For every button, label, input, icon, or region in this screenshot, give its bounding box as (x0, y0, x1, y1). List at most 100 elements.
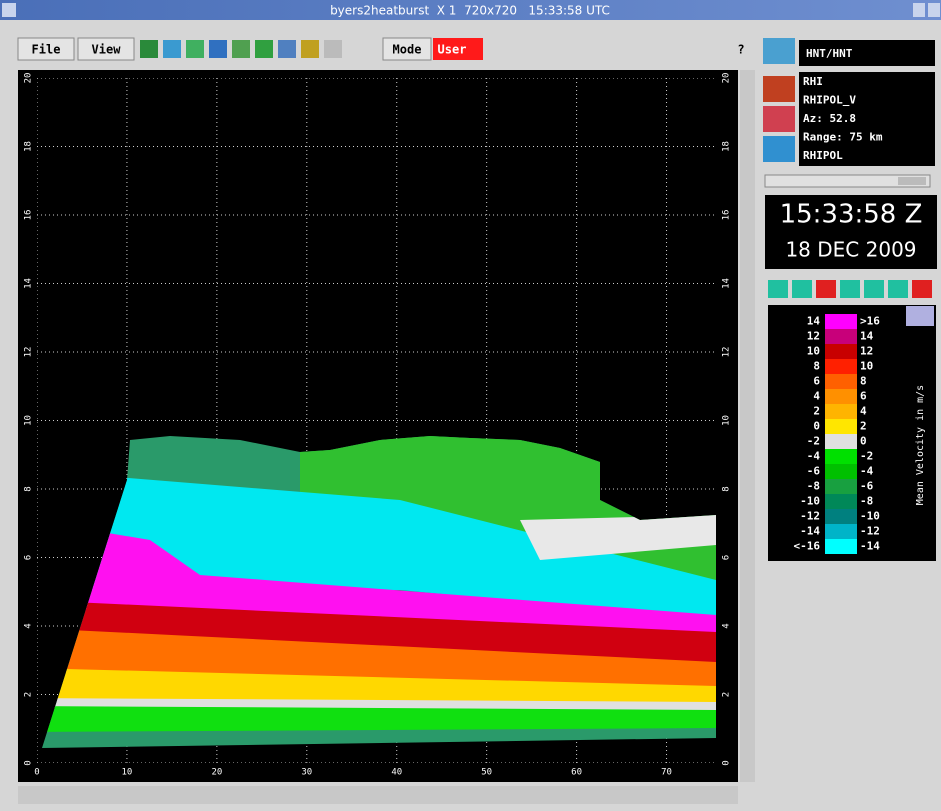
legend-right-label: 2 (860, 420, 867, 433)
y-tick-label-right: 4 (722, 623, 732, 628)
legend-left-label: -8 (807, 480, 820, 493)
y-tick-label: 10 (24, 415, 34, 426)
legend-left-label: -6 (807, 465, 821, 478)
site-icon[interactable] (763, 38, 795, 64)
tool-icon[interactable] (163, 40, 181, 58)
anim-button[interactable] (912, 280, 932, 298)
legend-right-label: -10 (860, 510, 880, 523)
minimize[interactable] (913, 3, 925, 17)
y-tick-label: 0 (24, 760, 34, 765)
date-label: 18 DEC 2009 (785, 238, 916, 262)
anim-button[interactable] (768, 280, 788, 298)
mode-button[interactable] (382, 37, 432, 61)
info-line: Az: 52.8 (803, 112, 856, 125)
legend-swatch (825, 539, 857, 554)
x-tick-label: 20 (211, 768, 222, 778)
y-tick-label-right: 2 (722, 692, 732, 697)
y-tick-label: 16 (24, 210, 34, 221)
legend-right-label: 6 (860, 390, 867, 403)
mode-label: Mode (393, 43, 422, 57)
file-button[interactable] (17, 37, 75, 61)
y-tick-label: 8 (24, 486, 34, 491)
legend-left-label: -2 (807, 435, 820, 448)
legend-title: Mean Velocity in m/s (915, 385, 926, 505)
legend-right-label: -4 (860, 465, 874, 478)
info-line: RHIPOL_V (803, 94, 856, 107)
site-label: HNT/HNT (806, 47, 853, 60)
view-label: View (92, 43, 122, 57)
y-tick-label: 18 (24, 141, 34, 152)
legend-right-label: 8 (860, 375, 867, 388)
legend-swatch (825, 449, 857, 464)
v-scrollbar[interactable] (740, 70, 755, 782)
legend-right-label: -6 (860, 480, 874, 493)
time-icon[interactable] (763, 136, 795, 162)
anim-button[interactable] (888, 280, 908, 298)
tool-icon[interactable] (255, 40, 273, 58)
palette-icon[interactable] (906, 306, 934, 326)
anim-button[interactable] (864, 280, 884, 298)
info-line: RHIPOL (803, 149, 843, 162)
legend-left-label: 10 (807, 345, 820, 358)
legend-swatch (825, 344, 857, 359)
legend-left-label: -14 (800, 525, 820, 538)
site-box (799, 40, 935, 66)
help-label[interactable]: ? (737, 43, 744, 57)
legend-right-label: 4 (860, 405, 867, 418)
tool-icon[interactable] (278, 40, 296, 58)
legend-left-label: -4 (807, 450, 821, 463)
tool-icon[interactable] (186, 40, 204, 58)
tool-icon[interactable] (324, 40, 342, 58)
legend-swatch (825, 314, 857, 329)
maximize[interactable] (928, 3, 940, 17)
legend-swatch (825, 434, 857, 449)
x-tick-label: 0 (34, 768, 39, 778)
legend-left-label: 2 (813, 405, 820, 418)
x-tick-label: 70 (661, 768, 672, 778)
tool-icon[interactable] (140, 40, 158, 58)
y-tick-label: 6 (24, 555, 34, 560)
legend-right-label: >16 (860, 315, 880, 328)
anim-button[interactable] (792, 280, 812, 298)
legend-swatch (825, 509, 857, 524)
x-tick-label: 10 (122, 768, 133, 778)
y-tick-label: 2 (24, 692, 34, 697)
window-menu[interactable] (2, 3, 16, 17)
y-tick-label: 12 (24, 347, 34, 358)
legend-left-label: 4 (813, 390, 820, 403)
legend-left-label: -10 (800, 495, 820, 508)
legend-swatch (825, 389, 857, 404)
legend-swatch (825, 419, 857, 434)
time-slider[interactable] (764, 174, 931, 188)
legend-left-label: 14 (807, 315, 821, 328)
anim-button[interactable] (840, 280, 860, 298)
legend-swatch (825, 524, 857, 539)
tool-icon[interactable] (301, 40, 319, 58)
legend-left-label: 8 (813, 360, 820, 373)
slider-thumb[interactable] (898, 177, 926, 185)
legend-right-label: -8 (860, 495, 873, 508)
view-button[interactable] (77, 37, 135, 61)
legend-swatch (825, 479, 857, 494)
anim-button[interactable] (816, 280, 836, 298)
field-icon[interactable] (763, 106, 795, 132)
info-line: Range: 75 km (803, 131, 883, 144)
legend-swatch (825, 374, 857, 389)
y-tick-label-right: 6 (722, 555, 732, 560)
y-tick-label-right: 16 (722, 210, 732, 221)
time-label: 15:33:58 Z (780, 200, 923, 230)
user-button[interactable] (433, 38, 483, 60)
y-tick-label-right: 8 (722, 486, 732, 491)
tool-icon[interactable] (209, 40, 227, 58)
h-scrollbar[interactable] (18, 786, 738, 804)
legend-swatch (825, 329, 857, 344)
legend-right-label: 0 (860, 435, 867, 448)
legend-right-label: 12 (860, 345, 873, 358)
y-tick-label-right: 20 (722, 73, 732, 84)
product-icon[interactable] (763, 76, 795, 102)
tool-icon[interactable] (232, 40, 250, 58)
legend-right-label: -14 (860, 540, 880, 553)
legend-left-label: -12 (800, 510, 820, 523)
x-tick-label: 60 (571, 768, 582, 778)
